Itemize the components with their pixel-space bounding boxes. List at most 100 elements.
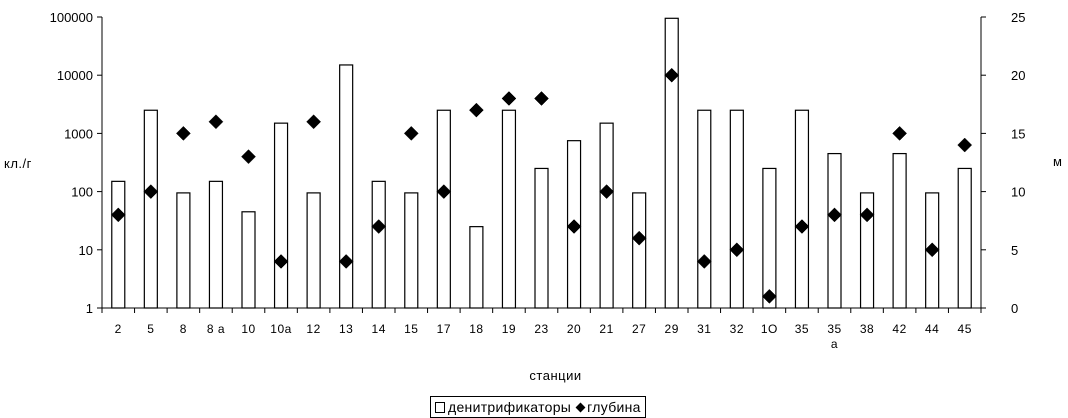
depth-marker (436, 184, 452, 199)
x-category-label: 5 (147, 322, 154, 336)
bar-denitrifiers (794, 109, 810, 309)
x-category-label: 32 (730, 322, 744, 336)
right-tick-label: 25 (1011, 10, 1025, 25)
bar-denitrifiers (273, 122, 289, 309)
depth-marker (631, 230, 647, 246)
depth-marker (176, 126, 191, 141)
bar-denitrifiers (729, 109, 744, 309)
legend-bar-symbol-icon (435, 401, 445, 413)
x-category-label: 42 (892, 322, 906, 336)
left-tick-label: 1 (86, 301, 93, 316)
right-tick-label: 10 (1011, 185, 1025, 200)
depth-marker (338, 254, 354, 269)
bar-denitrifiers (892, 152, 907, 309)
legend-bars-label: денитрификаторы (448, 399, 572, 415)
x-category-label: 19 (502, 322, 516, 336)
bar-denitrifiers (469, 226, 484, 309)
depth-marker (599, 184, 614, 199)
bar-denitrifiers (762, 167, 777, 309)
x-category-label: 23 (534, 322, 548, 336)
x-category-label: 8 a (207, 322, 225, 336)
x-category-label: 10 (241, 322, 255, 336)
legend-markers-label: глубина (587, 399, 641, 415)
depth-marker (273, 254, 289, 269)
bar-denitrifiers (859, 192, 875, 309)
depth-marker (534, 91, 549, 106)
x-category-label: 18 (469, 322, 483, 336)
right-tick-label: 0 (1011, 301, 1018, 316)
depth-marker (143, 184, 159, 199)
x-category-label: 12 (306, 322, 320, 336)
x-axis-title: станции (529, 368, 581, 383)
left-tick-label: 10000 (57, 68, 93, 83)
bar-denitrifiers (208, 180, 224, 309)
depth-marker (566, 219, 582, 234)
left-tick-label: 1000 (64, 126, 93, 141)
bar-denitrifiers (339, 64, 354, 309)
depth-marker (371, 219, 387, 234)
x-category-label: 17 (437, 322, 451, 336)
depth-marker (501, 91, 517, 106)
depth-marker (794, 219, 810, 234)
legend: денитрификаторы глубина (430, 396, 646, 418)
x-category-label: 29 (665, 322, 679, 336)
depth-marker (241, 149, 256, 165)
depth-marker (110, 207, 126, 223)
legend-item-bars: денитрификаторы (435, 399, 571, 415)
x-category-label: 14 (372, 322, 386, 336)
bar-denitrifiers (176, 192, 191, 309)
bar-denitrifiers (697, 109, 712, 309)
x-category-label: 31 (697, 322, 711, 336)
depth-marker (957, 137, 973, 153)
bar-denitrifiers (404, 192, 419, 309)
depth-marker (664, 67, 680, 83)
depth-marker (403, 126, 419, 141)
depth-marker (827, 207, 842, 223)
x-category-label: 10a (270, 322, 292, 336)
left-tick-label: 100000 (50, 10, 93, 25)
bar-denitrifiers (599, 122, 614, 309)
depth-marker (924, 242, 940, 258)
x-category-label: 20 (567, 322, 581, 336)
depth-marker (306, 114, 321, 130)
bar-denitrifiers (957, 167, 972, 309)
depth-marker (696, 254, 712, 269)
bar-denitrifiers (664, 17, 679, 309)
x-category-label: 1O (761, 322, 778, 336)
x-category-label: 15 (404, 322, 418, 336)
x-category-label: 2 (115, 322, 122, 336)
bar-denitrifiers (501, 109, 517, 309)
x-category-label: 35 (795, 322, 809, 336)
x-category-label: 21 (599, 322, 613, 336)
legend-diamond-symbol-icon (575, 402, 586, 412)
y-left-axis-title: кл./г (4, 156, 32, 171)
x-category-label: 44 (925, 322, 939, 336)
right-tick-label: 15 (1011, 126, 1025, 141)
bar-denitrifiers (436, 109, 451, 309)
bar-denitrifiers (632, 192, 647, 309)
x-category-label: а (831, 337, 838, 351)
right-tick-label: 20 (1011, 68, 1025, 83)
right-tick-label: 5 (1011, 243, 1018, 258)
bar-denitrifiers (143, 109, 158, 309)
left-tick-label: 100 (71, 185, 93, 200)
bar-denitrifiers (371, 180, 386, 309)
depth-marker (729, 242, 745, 258)
y-right-axis-title: м (1053, 154, 1062, 169)
x-category-label: 27 (632, 322, 646, 336)
depth-marker (859, 207, 875, 223)
bar-denitrifiers (534, 167, 549, 309)
depth-marker (892, 126, 907, 141)
x-category-label: 35 (827, 322, 841, 336)
x-category-label: 13 (339, 322, 353, 336)
depth-marker (469, 102, 484, 118)
bar-denitrifiers (111, 180, 126, 309)
legend-item-markers: глубина (571, 399, 641, 415)
left-tick-label: 10 (79, 243, 93, 258)
bar-denitrifiers (241, 211, 256, 309)
depth-marker (762, 289, 777, 304)
x-category-label: 38 (860, 322, 874, 336)
x-category-label: 45 (958, 322, 972, 336)
